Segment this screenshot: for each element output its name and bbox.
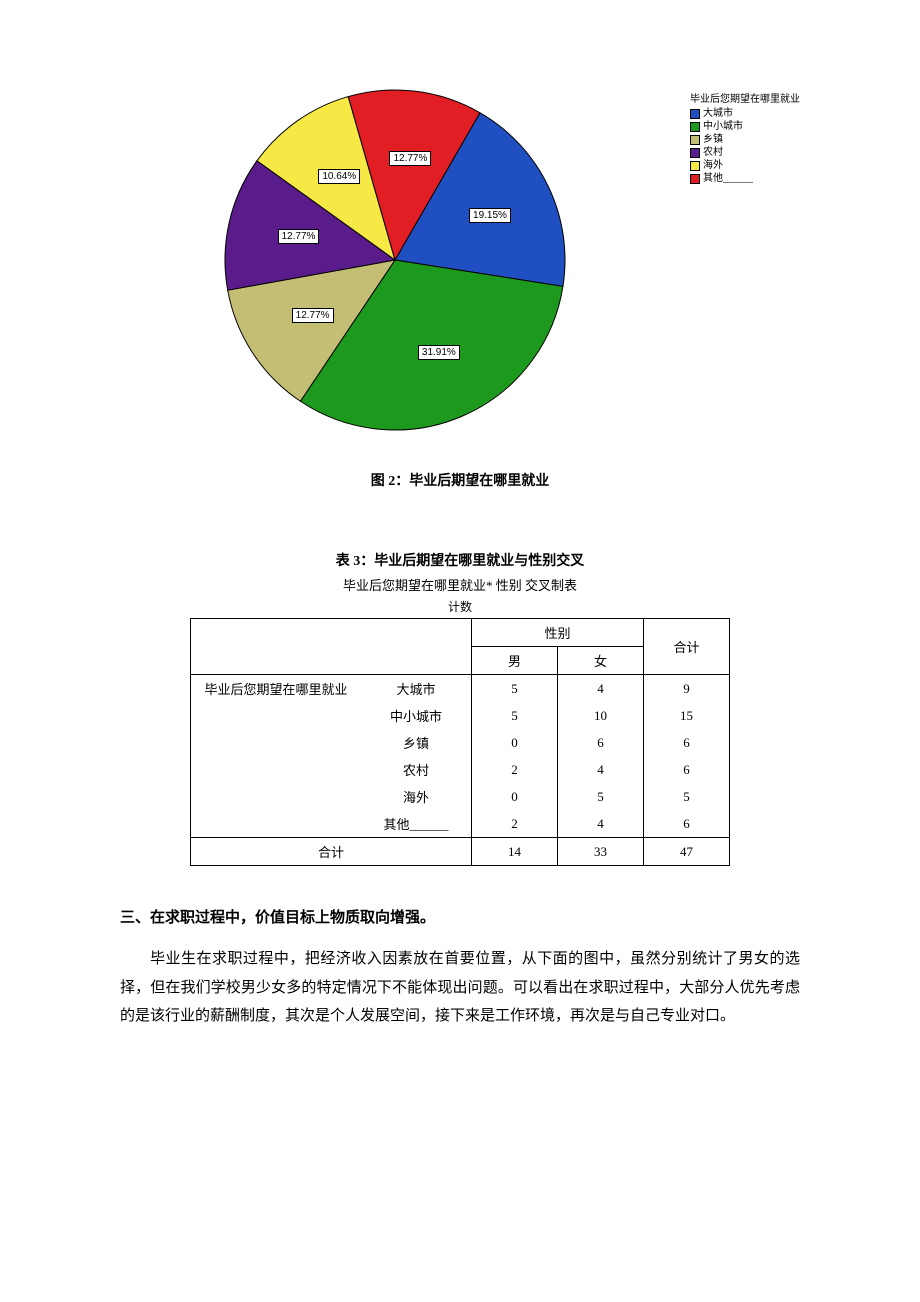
cell: 0: [472, 729, 558, 756]
col-group-header: 性别: [472, 619, 644, 647]
cell: 2: [472, 810, 558, 838]
legend-label: 乡镇: [703, 133, 723, 146]
legend-label: 中小城市: [703, 120, 743, 133]
cell: 5: [472, 702, 558, 729]
legend-item: 中小城市: [690, 120, 800, 133]
cell: 2: [472, 756, 558, 783]
row-label: 乡镇: [361, 729, 472, 756]
pie-slice-label: 12.77%: [292, 308, 334, 323]
table-row: 毕业后您期望在哪里就业大城市549: [191, 675, 730, 703]
pie-slice-label: 10.64%: [318, 169, 360, 184]
cell: 4: [558, 675, 644, 703]
legend-item: 海外: [690, 159, 800, 172]
legend-item: 大城市: [690, 107, 800, 120]
cell: 5: [558, 783, 644, 810]
col-header-female: 女: [558, 647, 644, 675]
pie-slice-label: 12.77%: [389, 151, 431, 166]
crosstab-table: 性别 合计 男 女 毕业后您期望在哪里就业大城市549中小城市51015乡镇06…: [190, 618, 730, 866]
total-row-label: 合计: [191, 838, 472, 866]
row-total: 9: [644, 675, 730, 703]
legend-swatch: [690, 122, 700, 132]
legend-label: 大城市: [703, 107, 733, 120]
cell: 0: [472, 783, 558, 810]
table-total-row: 合计143347: [191, 838, 730, 866]
pie-chart: 19.15%31.91%12.77%12.77%10.64%12.77% 毕业后…: [180, 60, 740, 460]
legend-swatch: [690, 148, 700, 158]
legend-swatch: [690, 109, 700, 119]
pie-legend: 毕业后您期望在哪里就业 大城市中小城市乡镇农村海外其他______: [690, 90, 800, 185]
row-total: 5: [644, 783, 730, 810]
row-label: 大城市: [361, 675, 472, 703]
col-header-male: 男: [472, 647, 558, 675]
row-group-label: 毕业后您期望在哪里就业: [191, 675, 362, 838]
row-label: 海外: [361, 783, 472, 810]
legend-swatch: [690, 161, 700, 171]
body-paragraph: 毕业生在求职过程中，把经济收入因素放在首要位置，从下面的图中，虽然分别统计了男女…: [120, 945, 800, 1031]
legend-item: 乡镇: [690, 133, 800, 146]
table-title: 表 3：毕业后期望在哪里就业与性别交叉: [120, 550, 800, 570]
legend-item: 其他______: [690, 172, 800, 185]
table-count-label: 计数: [120, 598, 800, 615]
legend-label: 其他______: [703, 172, 753, 185]
pie-slice-label: 31.91%: [418, 345, 460, 360]
legend-item: 农村: [690, 146, 800, 159]
row-total: 6: [644, 729, 730, 756]
pie-slice-label: 12.77%: [278, 229, 320, 244]
row-label: 农村: [361, 756, 472, 783]
pie-canvas: [220, 85, 570, 435]
cell: 4: [558, 756, 644, 783]
pie-slice-label: 19.15%: [469, 208, 511, 223]
cell: 6: [558, 729, 644, 756]
legend-swatch: [690, 174, 700, 184]
figure-caption: 图 2：毕业后期望在哪里就业: [120, 470, 800, 490]
row-label: 中小城市: [361, 702, 472, 729]
page: 19.15% 31.91% 12.77% 12.77% 10.64% 12.77% 毕业后…: [0, 0, 920, 1111]
table-subtitle: 毕业后您期望在哪里就业* 性别 交叉制表: [120, 575, 800, 594]
total-col-header: 合计: [644, 619, 730, 675]
legend-swatch: [690, 135, 700, 145]
row-label: 其他______: [361, 810, 472, 838]
section-heading: 三、在求职过程中，价值目标上物质取向增强。: [120, 906, 800, 927]
legend-label: 海外: [703, 159, 723, 172]
grand-total: 47: [644, 838, 730, 866]
row-total: 6: [644, 756, 730, 783]
legend-title: 毕业后您期望在哪里就业: [690, 90, 800, 105]
row-total: 6: [644, 810, 730, 838]
cell: 10: [558, 702, 644, 729]
row-total: 15: [644, 702, 730, 729]
cell: 14: [472, 838, 558, 866]
legend-label: 农村: [703, 146, 723, 159]
cell: 5: [472, 675, 558, 703]
cell: 33: [558, 838, 644, 866]
cell: 4: [558, 810, 644, 838]
